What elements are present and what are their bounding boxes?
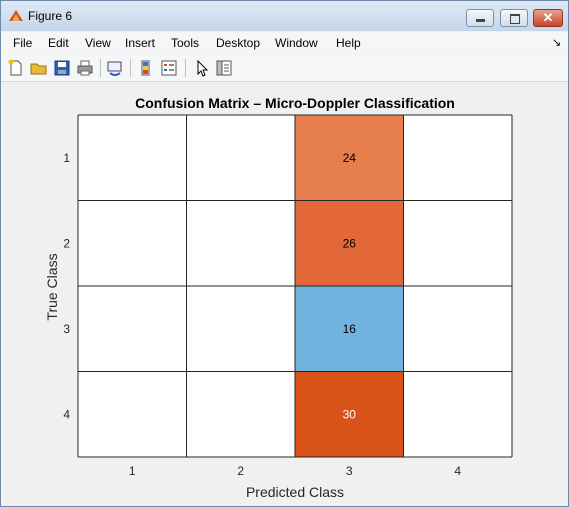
heatmap-cell-4-3 [295, 371, 404, 457]
menu-view[interactable]: View [85, 36, 111, 50]
new-figure-icon[interactable] [7, 59, 25, 77]
heatmap-cell-1-3 [295, 115, 404, 201]
menu-edit[interactable]: Edit [48, 36, 69, 50]
link-plot-icon[interactable] [106, 59, 124, 77]
confusion-matrix-chart: Confusion Matrix – Micro-Doppler Classif… [44, 95, 513, 500]
save-icon[interactable] [53, 59, 71, 77]
y-tick-label: 1 [63, 151, 70, 165]
heatmap-cell-4-1 [78, 371, 187, 457]
heatmap-cell-4-4 [403, 371, 512, 457]
window-title: Figure 6 [28, 9, 73, 23]
dock-arrow-icon[interactable]: ↘ [552, 37, 562, 49]
toolbar [1, 55, 568, 82]
toolbar-separator [185, 59, 186, 77]
x-tick-label: 3 [346, 464, 353, 478]
heatmap-cell-2-1 [78, 200, 187, 286]
open-file-icon[interactable] [30, 59, 48, 77]
x-tick-label: 1 [129, 464, 136, 478]
menu-file[interactable]: File [13, 36, 33, 50]
matlab-icon [9, 10, 23, 21]
heatmap-cell-2-2 [186, 200, 295, 286]
y-tick-label: 3 [63, 322, 70, 336]
x-axis-label: Predicted Class [246, 484, 344, 500]
heatmap-cell-3-2 [186, 286, 295, 372]
heatmap-cell-2-4 [403, 200, 512, 286]
heatmap-cell-1-2 [186, 115, 295, 201]
chart-title: Confusion Matrix – Micro-Doppler Classif… [135, 95, 455, 111]
title-bar[interactable]: Figure 6 ✕ [1, 1, 568, 31]
minimize-icon [476, 19, 485, 22]
heatmap-cell-3-3 [295, 286, 404, 372]
close-icon: ✕ [542, 10, 554, 25]
insert-legend-icon[interactable] [160, 59, 178, 77]
menu-window[interactable]: Window [275, 36, 318, 50]
edit-plot-icon[interactable] [193, 59, 211, 77]
heatmap-cell-3-1 [78, 286, 187, 372]
toolbar-separator [130, 59, 131, 77]
print-icon[interactable] [76, 59, 94, 77]
menu-bar: File Edit View Insert Tools Desktop Wind… [1, 32, 568, 54]
toolbar-separator [100, 59, 101, 77]
y-tick-label: 2 [63, 236, 70, 250]
cell-value-label: 30 [343, 407, 357, 421]
insert-colorbar-icon[interactable] [137, 59, 155, 77]
menu-help[interactable]: Help [336, 36, 361, 50]
heatmap-cell-1-1 [78, 115, 187, 201]
cell-value-label: 26 [343, 236, 357, 250]
maximize-icon [510, 14, 520, 24]
x-tick-label: 4 [454, 464, 461, 478]
menu-tools[interactable]: Tools [171, 36, 200, 50]
heatmap-cell-2-3 [295, 200, 404, 286]
heatmap-cell-4-2 [186, 371, 295, 457]
y-axis-label: True Class [44, 253, 60, 320]
figure-canvas: Confusion Matrix – Micro-Doppler Classif… [1, 82, 568, 506]
heatmap-cell-3-4 [403, 286, 512, 372]
menu-insert[interactable]: Insert [125, 36, 156, 50]
maximize-button[interactable] [500, 9, 528, 27]
cell-value-label: 24 [343, 151, 357, 165]
y-tick-label: 4 [63, 407, 70, 421]
property-inspector-icon[interactable] [215, 59, 233, 77]
x-tick-label: 2 [237, 464, 244, 478]
close-button[interactable]: ✕ [533, 9, 563, 27]
heatmap-cell-1-4 [403, 115, 512, 201]
minimize-button[interactable] [466, 9, 494, 27]
menu-desktop[interactable]: Desktop [216, 36, 261, 50]
cell-value-label: 16 [343, 322, 357, 336]
